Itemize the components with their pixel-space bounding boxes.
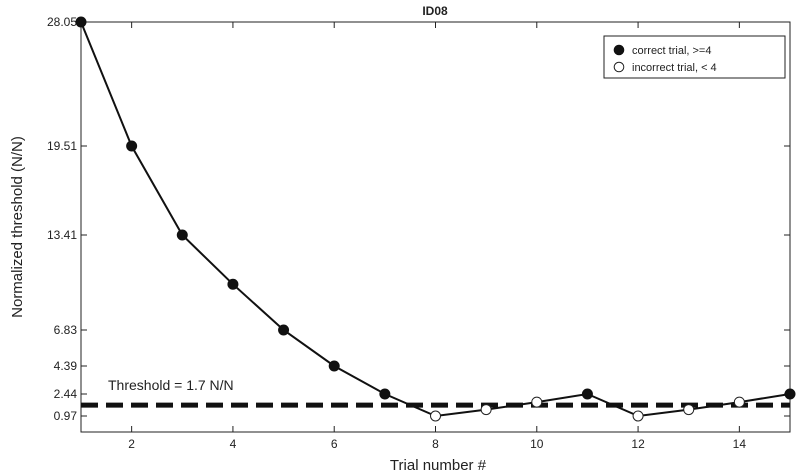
data-point-correct xyxy=(227,278,239,290)
legend-marker-correct xyxy=(613,44,625,56)
legend-box xyxy=(603,35,786,79)
data-point-correct xyxy=(379,388,391,400)
data-point-correct xyxy=(328,360,340,372)
y-tick-label: 13.41 xyxy=(47,228,77,242)
y-tick-label: 6.83 xyxy=(54,323,78,337)
legend-marker-incorrect xyxy=(613,61,625,73)
y-tick-label: 19.51 xyxy=(47,139,77,153)
y-tick-label: 0.97 xyxy=(54,409,78,423)
data-point-correct xyxy=(784,388,796,400)
legend-label-correct: correct trial, >=4 xyxy=(632,45,711,57)
plot-frame xyxy=(80,21,791,433)
data-point-correct xyxy=(75,16,87,28)
y-tick-label: 4.39 xyxy=(54,359,78,373)
plot-area: 2 4 6 8 10 12 14 0.97 2.44 4.39 6.83 13.41 19.51 28.0… xyxy=(47,15,796,451)
y-tick-label: 28.05 xyxy=(47,15,77,29)
x-tick-label: 12 xyxy=(631,437,645,451)
data-point-correct xyxy=(278,324,290,336)
x-tick-label: 2 xyxy=(128,437,135,451)
data-point-incorrect xyxy=(430,410,441,422)
x-tick-label: 6 xyxy=(331,437,338,451)
data-point-incorrect xyxy=(632,410,644,422)
legend-label-incorrect: incorrect trial, < 4 xyxy=(632,62,717,74)
threshold-annotation: Threshold = 1.7 N/N xyxy=(108,377,234,393)
legend: correct trial, >=4 incorrect trial, < 4 xyxy=(603,35,786,79)
x-axis-label: Trial number # xyxy=(390,457,487,474)
series-line xyxy=(80,21,791,418)
y-tick-label: 2.44 xyxy=(54,387,78,401)
data-point-incorrect xyxy=(531,396,543,408)
data-point-correct xyxy=(126,140,138,152)
x-tick-label: 10 xyxy=(530,437,544,451)
x-tick-label: 4 xyxy=(230,437,237,451)
data-point-incorrect xyxy=(480,404,492,416)
data-point-correct xyxy=(581,388,593,400)
data-point-correct xyxy=(176,229,188,241)
data-point-incorrect xyxy=(733,396,745,408)
x-tick-label: 8 xyxy=(432,437,439,451)
chart-title: ID08 xyxy=(422,4,448,18)
y-axis-label: Normalized threshold (N/N) xyxy=(9,136,26,318)
x-tick-label: 14 xyxy=(733,437,747,451)
data-point-incorrect xyxy=(683,404,695,416)
